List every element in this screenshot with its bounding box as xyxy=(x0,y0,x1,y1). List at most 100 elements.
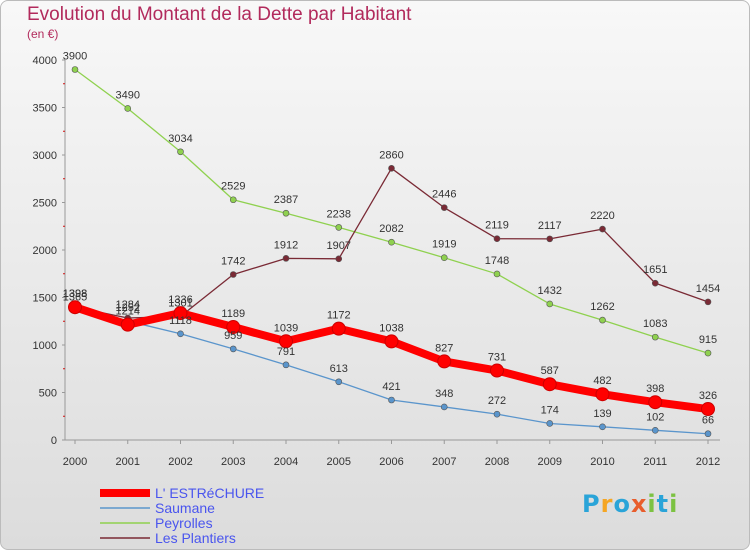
series-3-value-label: 326 xyxy=(699,390,717,402)
y-tick-label: 3000 xyxy=(33,150,57,162)
series-2-value-label: 959 xyxy=(224,330,242,342)
series-1-value-label: 1742 xyxy=(221,256,245,268)
series-0-value-label: 3490 xyxy=(116,89,140,101)
series-3-value-label: 482 xyxy=(593,375,611,387)
series-0-point xyxy=(71,66,79,73)
series-3-point xyxy=(542,377,557,392)
y-tick-label: 0 xyxy=(51,435,57,447)
series-2-value-label: 272 xyxy=(488,395,506,407)
legend-item: L' ESTRéCHURE xyxy=(100,485,264,501)
series-1-point xyxy=(599,225,606,233)
series-3 xyxy=(68,300,715,417)
series-2-value-label: 348 xyxy=(435,388,453,400)
series-0-value-label: 2387 xyxy=(274,194,298,206)
series-1-point xyxy=(704,298,712,306)
legend-label: Saumane xyxy=(155,500,215,516)
series-1-point xyxy=(546,235,554,243)
series-2-value-label: 139 xyxy=(593,408,611,420)
series-2-point xyxy=(229,345,237,353)
series-1-value-label: 1907 xyxy=(327,240,351,252)
series-2-point xyxy=(546,420,554,427)
series-0-point xyxy=(229,196,237,204)
chart-subtitle: (en €) xyxy=(27,27,59,41)
legend-label: Les Plantiers xyxy=(155,530,236,546)
series-2-value-label: 66 xyxy=(702,415,714,427)
series-2-point xyxy=(335,378,343,386)
series-2-value-label: 613 xyxy=(330,363,348,375)
x-tick-label: 2007 xyxy=(432,456,456,468)
series-0-point xyxy=(282,209,290,217)
series-0-value-label: 1432 xyxy=(538,285,562,297)
series-0-point xyxy=(704,349,712,357)
x-tick-label: 2008 xyxy=(485,456,509,468)
series-1-value-label: 2220 xyxy=(590,210,614,222)
series-3-value-label: 1039 xyxy=(274,322,298,334)
series-2-value-label: 421 xyxy=(382,381,400,393)
series-2-point xyxy=(599,423,606,431)
legend-item: Peyrolles xyxy=(100,515,213,531)
series-2-value-label: 102 xyxy=(646,411,664,423)
series-0-value-label: 1748 xyxy=(485,255,509,267)
proxiti-logo: Proxiti xyxy=(582,490,679,518)
series-3-point xyxy=(701,402,715,417)
legend-item: Saumane xyxy=(100,500,215,516)
series-0-value-label: 1262 xyxy=(590,301,614,313)
series-3-value-label: 827 xyxy=(435,342,453,354)
chart-title: Evolution du Montant de la Dette par Hab… xyxy=(27,4,412,25)
series-3-value-label: 731 xyxy=(488,352,506,364)
series-2-point xyxy=(704,430,712,438)
axes: 0 500 1000 1500 2000 2500 3000 3500 4000 2000 2001… xyxy=(33,55,721,468)
series-0-value-label: 1083 xyxy=(643,318,667,330)
series-1-value-label: 1454 xyxy=(696,283,720,295)
series-0-value-label: 3034 xyxy=(168,133,192,145)
series-3-point xyxy=(279,334,293,349)
series-2-point xyxy=(440,403,448,411)
series-2-value-label: 174 xyxy=(541,404,559,416)
series-0-point xyxy=(440,254,448,261)
series-1-point xyxy=(493,235,501,242)
series-0-point xyxy=(546,300,554,308)
legend-label: Peyrolles xyxy=(155,515,213,531)
series-0-point xyxy=(177,148,184,156)
series-2-value-label: 1118 xyxy=(169,315,192,327)
series-3-value-label: 1336 xyxy=(168,294,192,306)
series-0-point xyxy=(388,238,395,246)
y-tick-label: 2500 xyxy=(33,198,57,210)
series-3-value-label: 1172 xyxy=(327,310,351,322)
y-tick-label: 500 xyxy=(39,388,57,400)
legend-label: L' ESTRéCHURE xyxy=(155,485,264,501)
series-0 xyxy=(71,66,712,357)
series-2-value-label: 1252 xyxy=(116,302,140,314)
series-1-value-label: 2446 xyxy=(432,189,456,201)
series-3-point xyxy=(226,320,241,335)
series-3-point xyxy=(490,363,504,378)
series-3-value-label: 1398 xyxy=(63,288,87,300)
series-1-value-label: 1398 xyxy=(63,288,87,300)
series-2-point xyxy=(493,410,501,418)
series-1-point xyxy=(229,271,237,278)
series-1-value-label: 2119 xyxy=(485,220,509,232)
series-0-point xyxy=(599,316,606,324)
series-1-value-label: 1651 xyxy=(643,264,667,276)
series-2-point xyxy=(177,330,184,338)
series-3-point xyxy=(437,354,452,369)
series-2-value-label: 1365 xyxy=(63,291,87,303)
series-3-point xyxy=(120,317,135,332)
series-2-point xyxy=(651,427,659,434)
series-1-point xyxy=(335,255,343,263)
series-3-point xyxy=(595,387,610,402)
series-0-point xyxy=(493,270,501,278)
series-3-point xyxy=(173,306,188,321)
data-labels-layer: 3900 3490 3034 2529 2387 2238 2082 1919 1748 1432… xyxy=(63,51,720,427)
series-3-value-label: 1214 xyxy=(116,306,140,318)
x-tick-label: 2011 xyxy=(643,456,667,468)
series-1-value-label: 1284 xyxy=(116,299,140,311)
series-3-point xyxy=(68,300,82,315)
series-0-value-label: 915 xyxy=(699,334,717,346)
series-0-value-label: 3900 xyxy=(63,51,87,63)
legend-item: Les Plantiers xyxy=(100,530,236,546)
series-0-value-label: 2529 xyxy=(221,181,245,193)
x-tick-label: 2002 xyxy=(168,456,192,468)
